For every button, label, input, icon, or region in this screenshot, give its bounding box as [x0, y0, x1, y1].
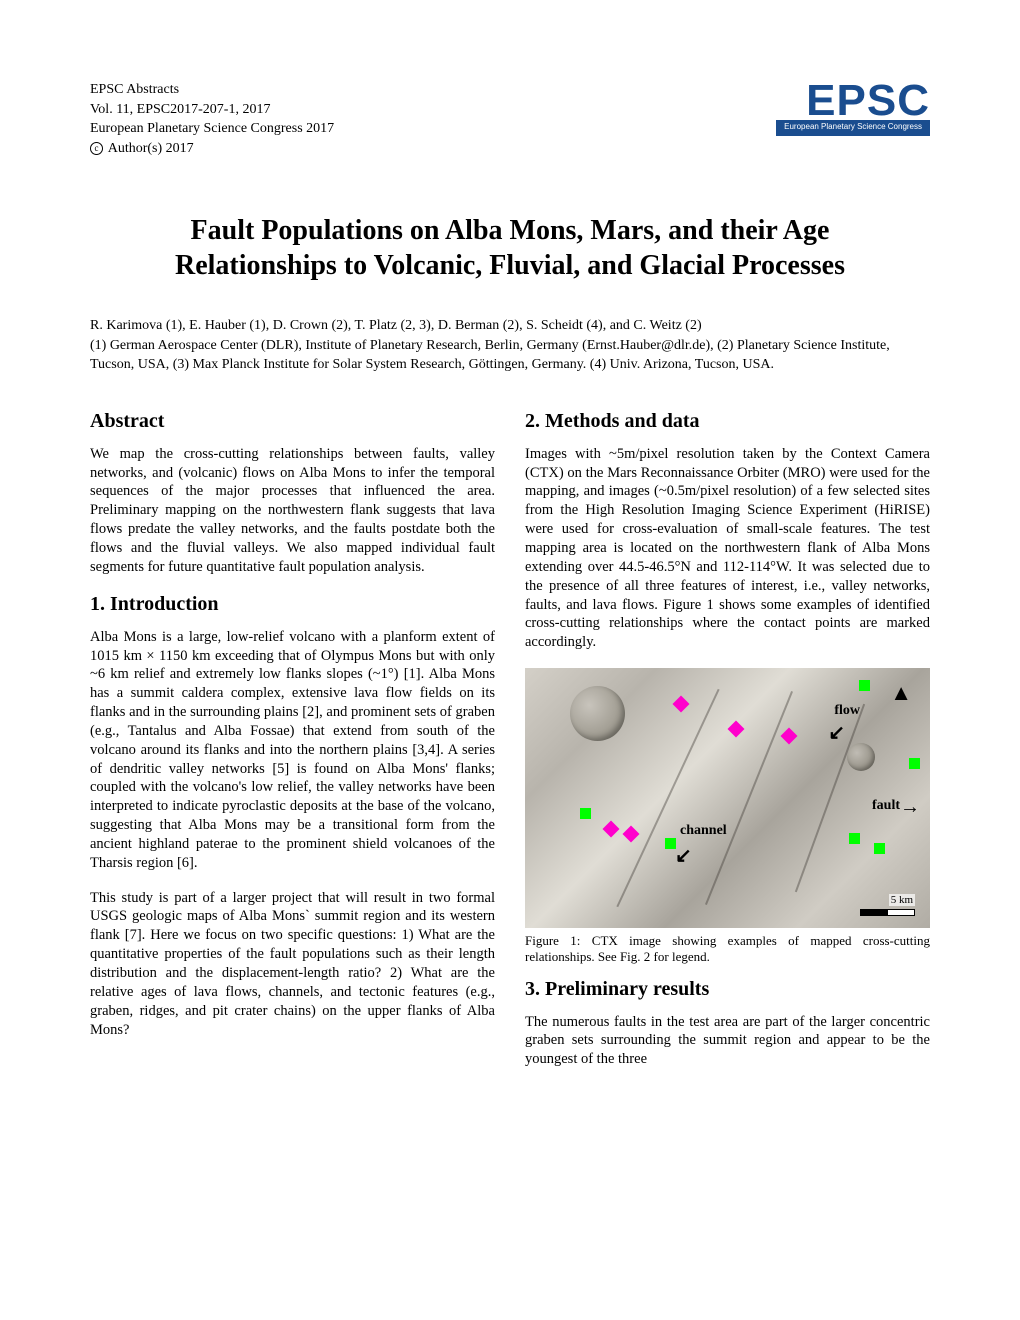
- paper-title: Fault Populations on Alba Mons, Mars, an…: [110, 213, 910, 283]
- figure-1: ▲ flow ↙ fault → channel ↙ 5 km: [525, 668, 930, 966]
- marker-green: [580, 808, 591, 819]
- figure-label-flow: flow: [834, 703, 860, 719]
- copyright-text: Author(s) 2017: [108, 141, 194, 156]
- crater-shape-small: [847, 743, 875, 771]
- marker-green: [874, 843, 885, 854]
- marker-green: [859, 680, 870, 691]
- intro-paragraph-1: Alba Mons is a large, low-relief volcano…: [90, 628, 495, 873]
- marker-pink: [673, 696, 690, 713]
- scalebar-label: 5 km: [889, 894, 915, 906]
- left-column: Abstract We map the cross-cutting relati…: [90, 404, 495, 1085]
- marker-green: [909, 758, 920, 769]
- logo: EPSC European Planetary Science Congress: [776, 80, 930, 136]
- right-column: 2. Methods and data Images with ~5m/pixe…: [525, 404, 930, 1085]
- intro-paragraph-2: This study is part of a larger project t…: [90, 889, 495, 1040]
- scalebar: [860, 909, 915, 916]
- arrow-icon: ↙: [675, 843, 692, 868]
- marker-pink: [781, 728, 798, 745]
- fault-line: [616, 689, 719, 907]
- logo-sub-text: European Planetary Science Congress: [776, 120, 930, 133]
- logo-wrapper: EPSC European Planetary Science Congress: [776, 80, 930, 136]
- two-column-layout: Abstract We map the cross-cutting relati…: [90, 404, 930, 1085]
- author-list: R. Karimova (1), E. Hauber (1), D. Crown…: [90, 318, 930, 334]
- affiliations: (1) German Aerospace Center (DLR), Insti…: [90, 337, 930, 373]
- publication-info: EPSC Abstracts Vol. 11, EPSC2017-207-1, …: [90, 80, 334, 158]
- figure-image: ▲ flow ↙ fault → channel ↙ 5 km: [525, 668, 930, 928]
- introduction-heading: 1. Introduction: [90, 593, 495, 616]
- crater-shape: [570, 686, 625, 741]
- arrow-icon: →: [900, 796, 920, 819]
- figure-caption: Figure 1: CTX image showing examples of …: [525, 933, 930, 966]
- scalebar-fill: [861, 910, 888, 915]
- copyright-icon: c: [90, 142, 103, 155]
- methods-text: Images with ~5m/pixel resolution taken b…: [525, 445, 930, 652]
- arrow-icon: ↙: [828, 720, 845, 745]
- pub-line-2: Vol. 11, EPSC2017-207-1, 2017: [90, 100, 334, 120]
- abstract-heading: Abstract: [90, 410, 495, 433]
- marker-green: [849, 833, 860, 844]
- header-row: EPSC Abstracts Vol. 11, EPSC2017-207-1, …: [90, 80, 930, 158]
- pub-line-1: EPSC Abstracts: [90, 80, 334, 100]
- abstract-text: We map the cross-cutting relationships b…: [90, 445, 495, 577]
- methods-heading: 2. Methods and data: [525, 410, 930, 433]
- marker-pink: [623, 826, 640, 843]
- results-text: The numerous faults in the test area are…: [525, 1013, 930, 1070]
- figure-label-fault: fault: [872, 798, 900, 814]
- fault-line: [705, 691, 793, 905]
- pub-copyright: c Author(s) 2017: [90, 139, 334, 159]
- marker-pink: [603, 821, 620, 838]
- pub-line-3: European Planetary Science Congress 2017: [90, 119, 334, 139]
- marker-pink: [728, 721, 745, 738]
- logo-main-text: EPSC: [776, 80, 930, 122]
- results-heading: 3. Preliminary results: [525, 978, 930, 1001]
- figure-label-channel: channel: [680, 823, 727, 839]
- north-arrow-icon: ▲: [890, 680, 912, 706]
